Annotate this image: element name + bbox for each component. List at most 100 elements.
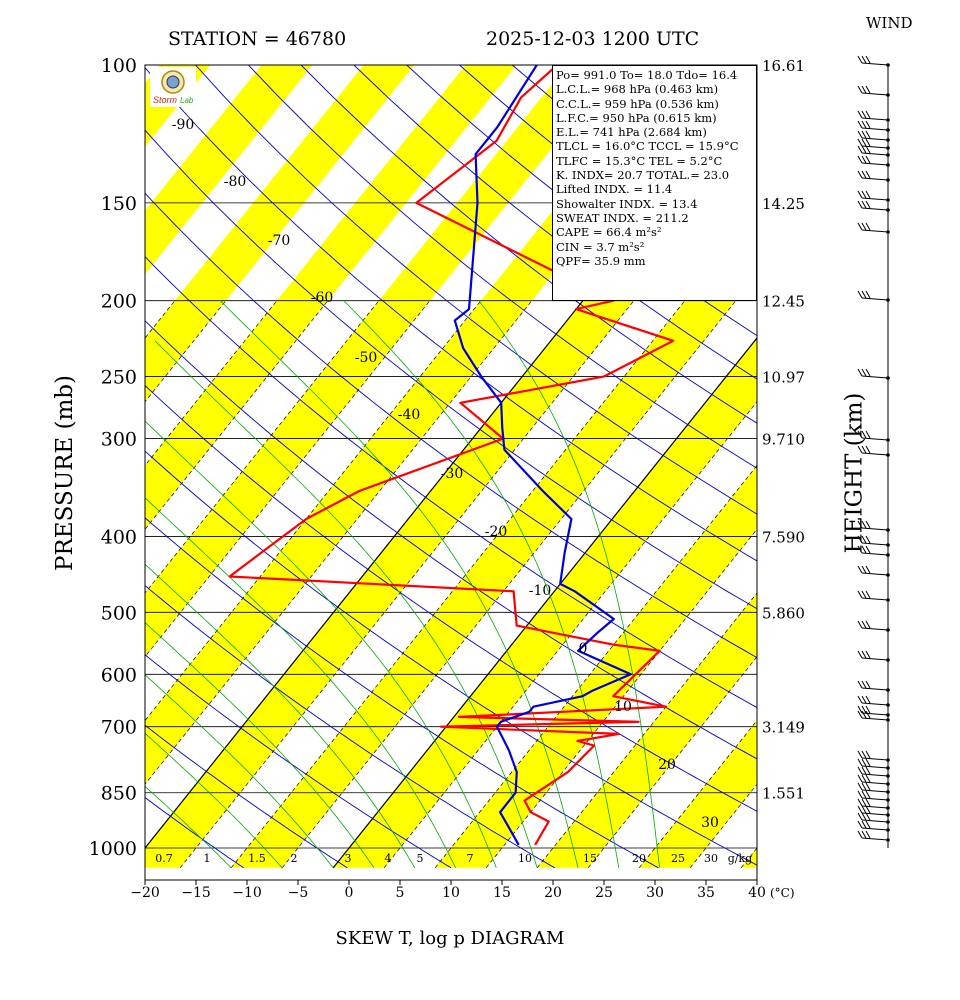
wind-barb-feather (861, 695, 867, 704)
temperature-tick-label: 20 (544, 885, 562, 901)
pressure-tick-label: 500 (101, 602, 137, 624)
moist-adiabat (343, 300, 620, 868)
dry-adiabat (145, 724, 348, 869)
pressure-tick-label: 850 (101, 783, 137, 805)
isotherm-label: 0 (579, 641, 588, 657)
height-tick-label: 7.590 (762, 528, 805, 546)
wind-barb-feather (857, 520, 863, 529)
height-axis-label: HEIGHT (km) (841, 392, 868, 554)
dry-adiabat (145, 584, 555, 869)
wind-barb-feather (857, 368, 863, 377)
temperature-tick-label: 10 (442, 885, 460, 901)
storm-lab-logo: Storm Lab (150, 67, 196, 107)
temperature-tick-label: 5 (396, 885, 405, 901)
wind-barb-feather (857, 545, 863, 554)
wind-barb (861, 375, 889, 379)
wind-barb-feather (865, 55, 871, 64)
pressure-tick-label: 400 (101, 526, 137, 548)
wind-barb-feather (861, 85, 867, 94)
height-tick-label: 3.149 (762, 719, 805, 737)
isotherm-line (145, 300, 329, 530)
dry-adiabat (145, 320, 757, 760)
isotherm-line (145, 300, 482, 722)
wind-barb-feather (857, 774, 863, 783)
pressure-tick-label: 300 (101, 429, 137, 451)
wind-barb-feather (865, 190, 871, 199)
wind-barb-feather (857, 710, 863, 719)
wind-barb (861, 177, 889, 181)
wind-barb-feather (861, 650, 867, 659)
mixing-ratio-label: 7 (467, 852, 474, 865)
moist-adiabat (154, 340, 538, 868)
yellow-band (145, 65, 619, 657)
wind-barb-feather (865, 155, 871, 164)
wind-barb-feather (857, 535, 863, 544)
wind-barb-feather (857, 565, 863, 574)
info-line: L.C.L.= 968 hPa (0.463 km) (556, 82, 719, 97)
wind-barb-feather (861, 790, 867, 799)
temperature-tick-label: −20 (130, 885, 160, 901)
yellow-band (0, 29, 35, 868)
wind-barb (861, 542, 889, 546)
wind-barb-feather (865, 830, 871, 839)
wind-barb-feather (865, 565, 871, 574)
dry-adiabat (145, 129, 757, 610)
wind-barb (861, 117, 889, 121)
wind-barb-feather (865, 222, 871, 231)
wind-barb (861, 657, 889, 661)
wind-barb (861, 62, 889, 66)
wind-barb-feather (865, 766, 871, 775)
wind-barb-feather (857, 222, 863, 231)
wind-barb-feather (857, 805, 863, 814)
wind-barb-feather (857, 766, 863, 775)
moist-adiabat (478, 300, 660, 868)
isotherm-label: -80 (224, 174, 247, 190)
dry-adiabat (300, 65, 757, 424)
wind-barb (861, 92, 889, 96)
wind-barb-feather (861, 190, 867, 199)
mixing-ratio-label: 2 (291, 852, 298, 865)
wind-barb-feather (861, 200, 867, 209)
info-line: C.C.L.= 959 hPa (0.536 km) (556, 96, 719, 111)
wind-barb-feather (861, 110, 867, 119)
temperature-tick-label: 35 (697, 885, 715, 901)
isotherm-label: -30 (441, 466, 464, 482)
info-line: CAPE = 66.4 m²s² (556, 225, 662, 240)
wind-barb-feather (861, 445, 867, 454)
height-tick-label: 14.25 (762, 195, 805, 213)
wind-barb-feather (865, 590, 871, 599)
isotherm-line (145, 300, 380, 594)
temperature-unit-label: (°C) (770, 886, 795, 900)
wind-barb-feather (865, 445, 871, 454)
datetime-title: 2025-12-03 1200 UTC (486, 28, 700, 50)
wind-barb (861, 702, 889, 706)
isotherm-label: 10 (614, 699, 632, 715)
isotherm-label: -50 (355, 350, 378, 366)
wind-barb-feather (861, 222, 867, 231)
info-line: QPF= 35.9 mm (556, 253, 646, 268)
station-title: STATION = 46780 (168, 28, 347, 50)
temperature-tick-label: 25 (595, 885, 613, 901)
wind-barb (861, 197, 889, 201)
dry-adiabat (145, 517, 659, 869)
wind-barb-feather (865, 200, 871, 209)
height-tick-label: 1.551 (762, 785, 805, 803)
mixing-ratio-label: 1.5 (248, 852, 266, 865)
pressure-tick-label: 1000 (89, 838, 137, 860)
wind-barb-feather (857, 145, 863, 154)
wind-barb-feather (865, 695, 871, 704)
wind-barb-feather (857, 812, 863, 821)
wind-barb-feather (865, 535, 871, 544)
wind-barb (861, 712, 889, 716)
wind-barb-feather (857, 782, 863, 791)
wind-barb-feather (857, 750, 863, 759)
wind-barb-feather (857, 130, 863, 139)
wind-barb-feather (861, 155, 867, 164)
temperature-tick-label: −10 (232, 885, 262, 901)
wind-barb-feather (865, 170, 871, 179)
dry-adiabat (247, 65, 757, 469)
mixing-ratio-label: 25 (671, 852, 685, 865)
info-line: L.F.C.= 950 hPa (0.615 km) (556, 110, 717, 125)
isotherm-line (145, 300, 278, 467)
wind-barb-feather (857, 190, 863, 199)
